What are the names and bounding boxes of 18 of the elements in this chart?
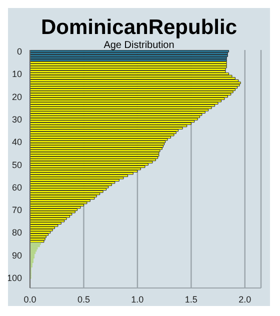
x-tick-label: 0.0 (24, 294, 36, 304)
chart-subtitle: Age Distribution (104, 40, 174, 51)
y-tick-label: 10 (12, 69, 22, 80)
y-tick-label: 80 (12, 228, 22, 238)
y-tick-label: 100 (6, 273, 22, 284)
x-tick-label: 0.5 (77, 294, 90, 304)
y-tick-label: 60 (12, 182, 22, 192)
y-tick-label: 40 (12, 137, 22, 148)
x-tick-label: 2.0 (238, 294, 252, 304)
y-tick-label: 20 (12, 92, 22, 102)
y-tick-label: 50 (12, 160, 22, 170)
y-tick-label: 30 (12, 114, 22, 124)
chart-title: DominicanRepublic (40, 16, 238, 40)
y-tick-label: 70 (12, 205, 22, 216)
x-tick-label: 1.0 (131, 294, 144, 304)
x-tick-label: 1.5 (184, 294, 198, 304)
y-tick-label: 90 (12, 250, 22, 260)
y-tick-label: 0 (16, 46, 22, 57)
